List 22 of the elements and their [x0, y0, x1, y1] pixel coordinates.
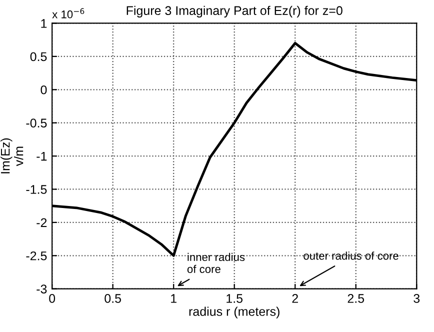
x-tick-label: 1 [171, 294, 176, 303]
y-tick-label: 0.5 [30, 52, 47, 62]
y-tick-label: -3 [36, 284, 47, 294]
x-tick-label: 1.5 [226, 294, 243, 303]
y-tick-label: -0.5 [26, 118, 47, 128]
annotation: outer radius of core [304, 252, 398, 260]
x-tick-label: 2 [292, 294, 298, 303]
chart-title: Figure 3 Imaginary Part of Ez(r) for z=0 [126, 6, 342, 18]
y-tick-label: 1 [41, 19, 47, 28]
x-tick-label: 3 [414, 294, 420, 303]
x-tick-label: 2.5 [348, 294, 364, 303]
y-tick-label: -2 [36, 218, 47, 227]
annotation: inner radius of core [187, 252, 245, 274]
y-tick-label: -1 [36, 152, 47, 161]
y-tick-label: -1.5 [26, 185, 47, 194]
y-tick-label: 0 [40, 85, 47, 94]
x-tick-label: 0.5 [104, 294, 122, 303]
text: x 10$^{−6}$ [52, 8, 84, 18]
x-tick-label: 0 [49, 294, 56, 303]
y-axis-title: Im(Ez) v/m [0, 138, 24, 174]
y-tick-label: -2.5 [26, 251, 47, 260]
x-axis-title: radius r (meters) [189, 306, 280, 318]
